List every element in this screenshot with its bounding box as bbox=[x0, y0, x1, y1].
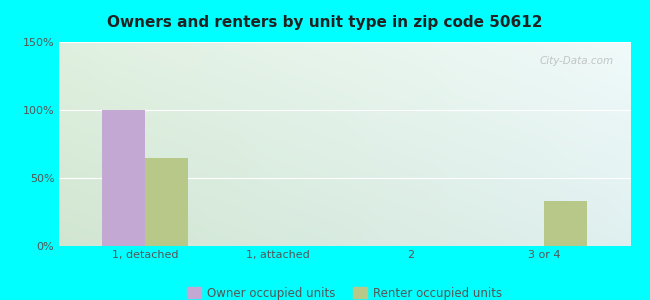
Legend: Owner occupied units, Renter occupied units: Owner occupied units, Renter occupied un… bbox=[187, 286, 502, 300]
Bar bbox=[544, 201, 586, 246]
Text: Owners and renters by unit type in zip code 50612: Owners and renters by unit type in zip c… bbox=[107, 15, 543, 30]
Bar bbox=[103, 110, 145, 246]
Bar bbox=[145, 158, 188, 246]
Text: City-Data.com: City-Data.com bbox=[540, 56, 614, 66]
